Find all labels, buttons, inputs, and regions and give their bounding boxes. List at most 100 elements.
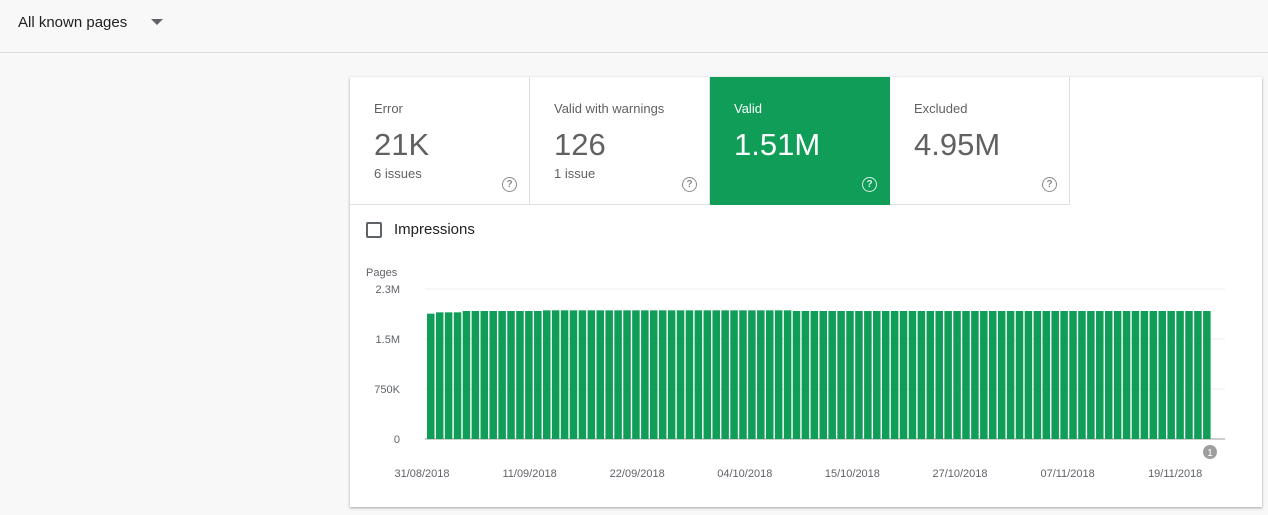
tile-value: 1.51M <box>734 127 821 162</box>
tile-issue-count: 6 issues <box>374 166 422 181</box>
bar <box>881 311 890 439</box>
bar <box>730 310 738 439</box>
y-tick-label: 1.5M <box>376 334 400 346</box>
bar <box>1131 311 1140 439</box>
bar <box>542 310 551 439</box>
bar <box>444 312 453 439</box>
impressions-label: Impressions <box>394 221 475 238</box>
tile-value: 21K <box>374 127 430 162</box>
bar <box>757 310 765 439</box>
page-filter-dropdown[interactable]: All known pages <box>18 12 164 32</box>
bar <box>462 311 471 439</box>
bar <box>1167 311 1175 439</box>
bar <box>641 310 649 439</box>
bar <box>694 310 703 439</box>
x-tick-label: 19/11/2018 <box>1148 468 1202 480</box>
bar <box>1104 311 1113 439</box>
impressions-checkbox[interactable] <box>366 221 382 238</box>
bar <box>525 311 533 439</box>
annotation-label: 1 <box>1207 448 1213 459</box>
bar <box>1015 311 1024 439</box>
bar <box>551 310 560 439</box>
bar <box>748 310 756 439</box>
bar <box>1042 311 1051 439</box>
tile-label: Valid <box>734 101 762 116</box>
bar <box>908 311 917 439</box>
tile-valid[interactable]: Valid 1.51M ? <box>710 77 890 205</box>
bar <box>685 310 694 439</box>
tile-excluded[interactable]: Excluded 4.95M ? <box>890 77 1070 205</box>
bar <box>980 311 988 439</box>
status-tiles: Error 21K 6 issues ? Valid with warnings… <box>350 77 1070 205</box>
bar <box>1033 311 1042 439</box>
tile-issue-count: 1 issue <box>554 166 596 181</box>
bar <box>712 310 720 439</box>
bar <box>1194 311 1202 439</box>
impressions-toggle[interactable]: Impressions <box>366 221 475 238</box>
y-tick-label: 750K <box>374 384 400 396</box>
bar <box>1185 311 1193 439</box>
bar <box>1176 311 1184 439</box>
tile-valid-with-warnings[interactable]: Valid with warnings 126 1 issue ? <box>530 77 710 205</box>
tile-label: Error <box>374 101 403 116</box>
bar <box>471 311 480 439</box>
bar <box>703 310 712 439</box>
bar <box>792 311 801 439</box>
x-tick-label: 07/11/2018 <box>1040 468 1094 480</box>
bar <box>1024 311 1033 439</box>
y-tick-label: 0 <box>394 434 400 446</box>
x-tick-label: 22/09/2018 <box>610 468 665 480</box>
bar <box>997 311 1006 439</box>
help-icon[interactable]: ? <box>682 177 697 192</box>
bar <box>721 310 729 439</box>
x-tick-label: 15/10/2018 <box>825 468 880 480</box>
bar <box>1203 311 1211 439</box>
bar <box>623 310 631 439</box>
bar <box>819 311 828 439</box>
bar <box>810 311 819 439</box>
dropdown-arrow-icon[interactable] <box>151 19 164 25</box>
bar <box>828 311 836 439</box>
bar <box>632 310 640 439</box>
bar <box>783 310 792 439</box>
bar <box>1096 311 1104 439</box>
pages-bar-chart: Pages 0 750K 1.5M 2.3M 31/08/2018 11/09/2018 22… <box>366 267 1225 480</box>
x-tick-label: 31/08/2018 <box>394 468 449 480</box>
bar <box>1113 311 1122 439</box>
bar <box>480 311 489 439</box>
help-icon[interactable]: ? <box>502 177 517 192</box>
bar <box>1078 311 1086 439</box>
tile-value: 126 <box>554 127 606 162</box>
tile-error[interactable]: Error 21K 6 issues ? <box>350 77 530 205</box>
help-icon[interactable]: ? <box>1042 177 1057 192</box>
bar <box>917 311 926 439</box>
bar <box>676 310 685 439</box>
bar <box>569 310 578 439</box>
bar <box>765 310 774 439</box>
x-tick-label: 11/09/2018 <box>502 468 556 480</box>
x-tick-label: 04/10/2018 <box>717 468 772 480</box>
bar <box>667 310 676 439</box>
bar <box>605 310 613 439</box>
bar <box>953 311 961 439</box>
bar <box>1122 311 1131 439</box>
bar <box>1051 311 1059 439</box>
bar <box>1069 311 1077 439</box>
y-axis-title: Pages <box>366 267 398 279</box>
bar <box>587 310 596 439</box>
help-icon[interactable]: ? <box>862 177 877 192</box>
bar <box>534 311 542 439</box>
bar <box>962 311 970 439</box>
bar <box>774 310 783 439</box>
bar <box>739 310 747 439</box>
tile-label: Excluded <box>914 101 968 116</box>
bar <box>926 311 935 439</box>
page-filter-label: All known pages <box>18 13 128 31</box>
bar <box>1158 311 1166 439</box>
bar <box>578 310 587 439</box>
bar <box>658 310 667 439</box>
bar <box>498 311 506 439</box>
bar <box>846 311 854 439</box>
bar <box>837 311 845 439</box>
bar <box>935 311 943 439</box>
